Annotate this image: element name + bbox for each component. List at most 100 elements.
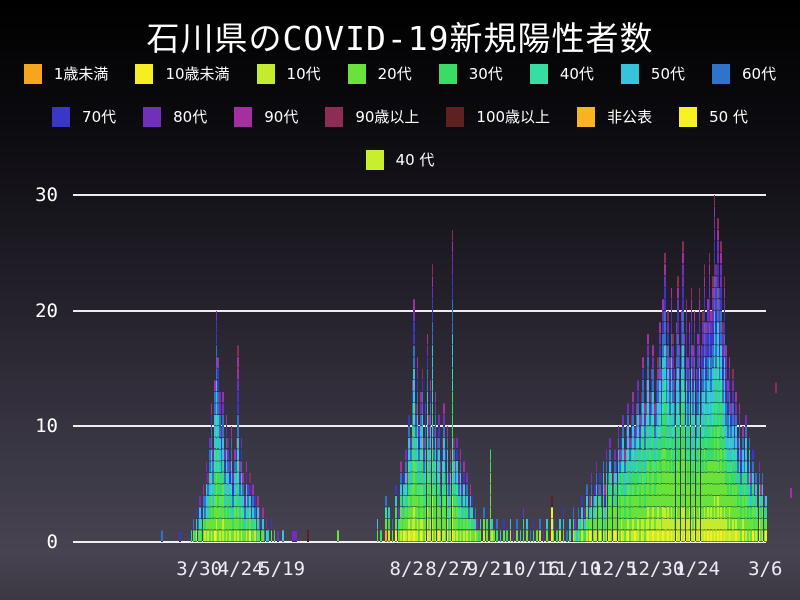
bar-segment (463, 530, 465, 542)
bar-segment (756, 495, 759, 508)
bar (207, 472, 210, 542)
bar-segment (695, 437, 698, 462)
bar-segment (434, 495, 437, 531)
bar-segment (395, 484, 397, 496)
bar-segment (712, 299, 714, 323)
bar (273, 530, 276, 542)
bar-segment (589, 507, 591, 519)
bar-segment (637, 484, 639, 519)
bar (655, 380, 658, 542)
bar (662, 299, 664, 542)
bar-segment (615, 472, 618, 485)
bar-segment (456, 484, 459, 496)
gridline (73, 425, 766, 428)
bar (506, 530, 508, 542)
bar-segment (408, 414, 410, 427)
bar (718, 287, 721, 542)
bar-segment (649, 391, 651, 404)
bar-segment (715, 264, 717, 276)
bar-segment (597, 484, 600, 496)
bar-segment (718, 472, 721, 519)
bar-segment (712, 275, 714, 288)
bar-segment (683, 368, 686, 392)
bar-segment (650, 437, 653, 450)
bar-segment (433, 449, 435, 462)
bar-segment (483, 507, 485, 519)
bar (710, 310, 712, 542)
bar-segment (723, 449, 726, 508)
bar (471, 495, 473, 542)
bar-segment (585, 507, 588, 531)
bar-segment (411, 380, 414, 392)
bar-segment (700, 356, 703, 381)
bar-segment (599, 484, 601, 496)
bar (685, 299, 688, 542)
bar (756, 495, 759, 542)
bar (408, 414, 410, 542)
bar-segment (708, 275, 711, 300)
bar (715, 264, 717, 542)
bar-segment (703, 264, 706, 276)
bar-segment (400, 495, 402, 508)
bar-segment (600, 507, 603, 519)
bar-segment (424, 472, 427, 485)
bar (738, 403, 741, 542)
bar-segment (595, 472, 598, 485)
bar (717, 218, 719, 542)
bar-segment (209, 518, 211, 542)
bar-segment (597, 507, 600, 519)
bar-segment (673, 530, 676, 542)
bar-segment (426, 414, 429, 438)
legend-label: 90歳以上 (355, 108, 420, 126)
bar-segment (677, 426, 679, 462)
bar-segment (408, 530, 410, 542)
bar-segment (590, 495, 593, 508)
bar-segment (700, 391, 703, 415)
bar-segment (262, 518, 264, 531)
bar-segment (630, 449, 633, 473)
bar (265, 518, 268, 542)
bar-segment (614, 461, 616, 473)
legend-swatch (446, 106, 465, 127)
bar-segment (502, 518, 505, 531)
bar (639, 414, 641, 542)
bar-segment (380, 530, 382, 542)
bar-segment (398, 518, 400, 531)
bar-segment (448, 507, 450, 519)
bar (210, 403, 213, 542)
bar-segment (634, 437, 636, 450)
bar-segment (692, 345, 694, 357)
bar (197, 518, 200, 542)
bar-segment (217, 414, 219, 450)
bar-segment (270, 518, 273, 531)
bar (761, 472, 764, 542)
bar-segment (688, 461, 691, 508)
bar-segment (708, 461, 711, 519)
bar-segment (431, 345, 434, 381)
bar-segment (609, 449, 611, 462)
bar-segment (600, 518, 603, 531)
x-tick-label: 12/5 (591, 558, 638, 580)
legend-label: 50代 (650, 65, 685, 83)
bar-segment (655, 449, 658, 462)
bar-segment (411, 461, 414, 485)
bar-segment (400, 461, 402, 473)
bar-segment (765, 495, 767, 508)
bar-segment (454, 484, 457, 496)
bar-segment (728, 530, 731, 542)
bar-segment (642, 472, 644, 519)
bar-segment (240, 449, 243, 462)
bar (253, 495, 256, 542)
bar-segment (654, 426, 656, 438)
bar (732, 368, 734, 542)
bar-segment (577, 530, 580, 542)
bar-segment (630, 426, 633, 438)
bar-segment (207, 530, 210, 542)
bar (195, 507, 198, 542)
bar-segment (230, 484, 233, 496)
bar-segment (647, 507, 649, 531)
bar-segment (627, 449, 629, 462)
bar-segment (421, 380, 424, 392)
bar (428, 414, 430, 542)
bar-segment (713, 241, 716, 276)
